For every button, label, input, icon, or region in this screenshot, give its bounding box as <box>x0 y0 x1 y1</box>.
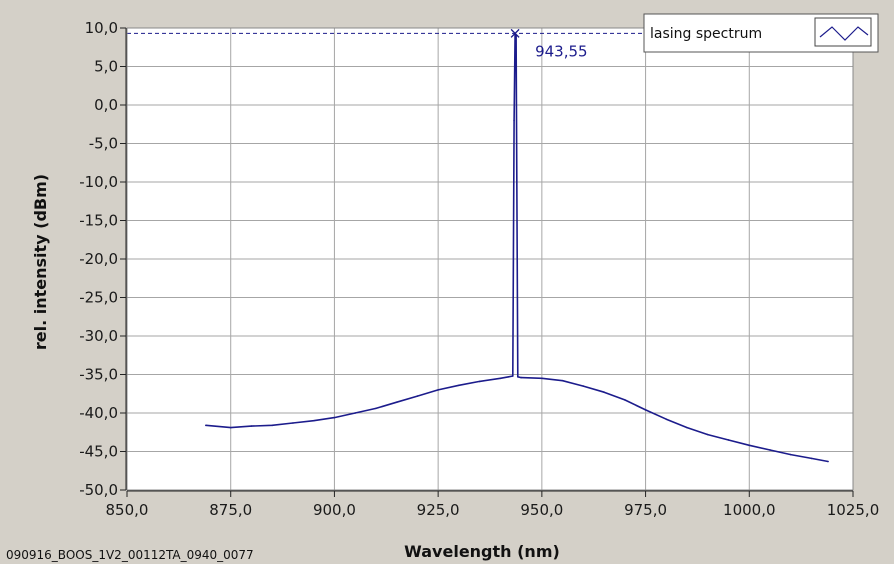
series-point <box>292 422 294 424</box>
y-tick-label: 0,0 <box>94 96 118 114</box>
y-tick-label: 10,0 <box>85 19 118 37</box>
series-point <box>458 384 460 387</box>
y-tick-label: -45,0 <box>79 443 118 461</box>
series-point <box>333 416 336 419</box>
y-tick-label: -10,0 <box>79 173 118 191</box>
x-axis-title: Wavelength (nm) <box>404 542 560 561</box>
x-tick-label: 1025,0 <box>827 501 880 519</box>
x-tick-label: 850,0 <box>106 501 149 519</box>
series-point <box>541 377 543 380</box>
series-point <box>707 433 709 436</box>
x-tick-label: 925,0 <box>417 501 460 519</box>
legend: lasing spectrum <box>643 13 879 53</box>
series-point <box>686 426 688 429</box>
series-point <box>478 380 481 383</box>
x-tick-label: 1000,0 <box>723 501 776 519</box>
series-point <box>512 375 514 377</box>
series-point <box>513 119 515 122</box>
plot-border <box>126 27 854 491</box>
cursor-marker[interactable] <box>510 28 520 38</box>
series-point <box>375 407 377 410</box>
series-point <box>271 424 274 427</box>
series-point <box>354 412 356 414</box>
y-axis: 10,0 5,0 0,0 -5,0 -10,0 -15,0 -20,0 -25,0 -30,0 -… <box>79 19 127 499</box>
y-tick-label: -5,0 <box>89 135 118 153</box>
series-point <box>250 425 253 427</box>
x-tick-label: 975,0 <box>624 501 667 519</box>
series-point <box>312 419 315 422</box>
y-axis-title: rel. intensity (dBm) <box>31 174 50 350</box>
x-tick-label: 900,0 <box>313 501 356 519</box>
y-tick-label: -40,0 <box>79 404 118 422</box>
series-point <box>205 424 207 427</box>
legend-label: lasing spectrum <box>650 26 762 42</box>
series-point <box>520 376 522 379</box>
series-point <box>499 377 502 380</box>
series-point <box>395 401 398 404</box>
y-tick-label: -25,0 <box>79 289 118 307</box>
x-axis: 850,0 875,0 900,0 925,0 950,0 975,0 1000,0 1025… <box>106 490 880 519</box>
series-point <box>748 444 751 447</box>
series-point <box>603 391 605 394</box>
series-point <box>665 418 668 420</box>
y-tick-label: 5,0 <box>94 58 118 76</box>
series-point <box>582 385 585 387</box>
x-tick-label: 875,0 <box>209 501 252 519</box>
series-point <box>561 379 564 382</box>
series-point <box>727 439 730 441</box>
y-tick-label: -50,0 <box>79 481 118 499</box>
x-tick-label: 950,0 <box>520 501 563 519</box>
series-point <box>644 409 647 411</box>
series-point <box>827 460 829 463</box>
file-caption: 090916_BOOS_1V2_00112TA_0940_0077 <box>6 548 254 562</box>
series-point <box>789 453 792 456</box>
y-tick-label: -30,0 <box>79 327 118 345</box>
series-point <box>229 426 232 429</box>
y-tick-label: -20,0 <box>79 250 118 268</box>
series-point <box>516 376 519 378</box>
series-point <box>416 395 419 397</box>
y-tick-label: -35,0 <box>79 366 118 384</box>
series-point <box>769 449 771 451</box>
series-point <box>624 399 626 401</box>
series-point <box>810 457 813 460</box>
series-point <box>507 376 510 378</box>
legend-line-icon[interactable] <box>814 17 872 47</box>
cursor-label: 943,55 <box>535 42 588 60</box>
series-point <box>437 389 439 391</box>
y-tick-label: -15,0 <box>79 212 118 230</box>
